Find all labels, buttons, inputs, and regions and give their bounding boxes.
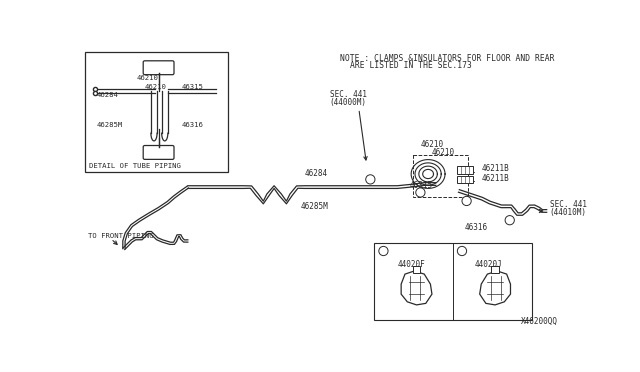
Bar (86, 52, 228, 172)
Text: 46284: 46284 (97, 92, 119, 98)
Bar (458, 176, 473, 183)
Text: 46316: 46316 (465, 222, 488, 232)
Text: 46210: 46210 (137, 75, 159, 81)
Text: TO FRONT PIPING: TO FRONT PIPING (88, 232, 154, 238)
Text: 46284: 46284 (305, 170, 328, 179)
Text: SEC. 441: SEC. 441 (330, 90, 367, 99)
Text: 46316: 46316 (182, 122, 204, 128)
Text: SEC. 441: SEC. 441 (550, 200, 587, 209)
Bar (458, 166, 473, 174)
Circle shape (462, 196, 471, 206)
Text: a: a (382, 248, 385, 253)
Text: b: b (460, 248, 463, 253)
Text: NOTE : CLAMPS &INSULATORS FOR FLOOR AND REAR: NOTE : CLAMPS &INSULATORS FOR FLOOR AND … (340, 54, 554, 63)
Text: c: c (508, 218, 511, 223)
Text: 44020J: 44020J (474, 260, 502, 269)
Bar (413, 266, 420, 273)
Text: a: a (419, 190, 422, 195)
Text: b: b (369, 177, 372, 182)
Text: DETAIL OF TUBE PIPING: DETAIL OF TUBE PIPING (90, 163, 181, 169)
Text: 46211B: 46211B (482, 164, 509, 173)
FancyBboxPatch shape (143, 61, 174, 75)
Text: 46285M: 46285M (300, 202, 328, 211)
Text: a: a (465, 198, 468, 203)
Circle shape (365, 175, 375, 184)
Text: (44000M): (44000M) (330, 98, 367, 107)
FancyBboxPatch shape (143, 145, 174, 159)
Circle shape (458, 246, 467, 256)
Text: (44010M): (44010M) (550, 208, 587, 217)
Circle shape (505, 216, 515, 225)
Bar (413, 155, 468, 197)
Text: 46315: 46315 (410, 181, 433, 190)
Text: 46210: 46210 (145, 84, 166, 90)
Text: 46315: 46315 (182, 84, 204, 90)
Bar (492, 266, 499, 273)
Text: 46211B: 46211B (482, 174, 509, 183)
Text: 44020F: 44020F (397, 260, 425, 269)
Text: 46285M: 46285M (97, 122, 124, 128)
Bar (374, 243, 532, 320)
Text: ARE LISTED IN THE SEC.173: ARE LISTED IN THE SEC.173 (349, 61, 472, 70)
Text: 46210: 46210 (420, 140, 444, 149)
Text: X46200QQ: X46200QQ (520, 317, 557, 326)
Circle shape (379, 246, 388, 256)
Circle shape (416, 188, 425, 197)
Text: 46210: 46210 (431, 148, 454, 157)
